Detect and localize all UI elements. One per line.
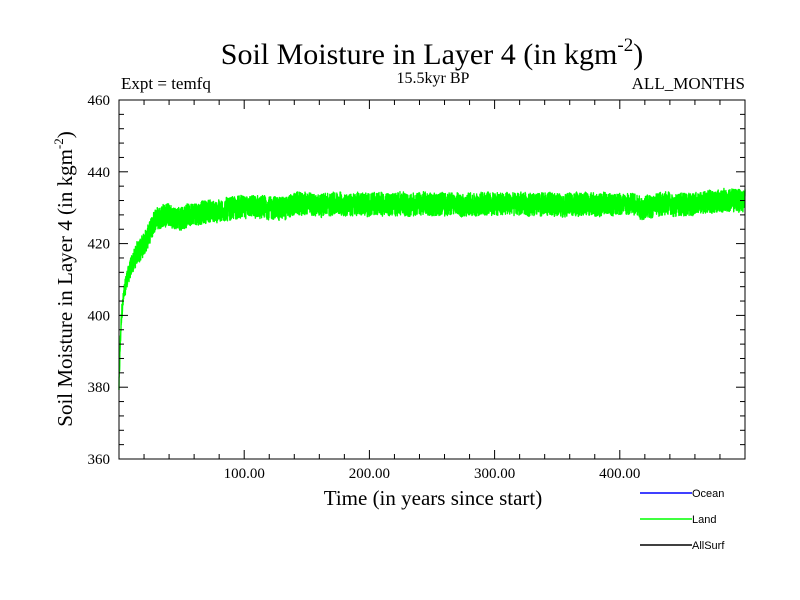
y-tick-label: 380 [88,380,111,396]
x-tick-label: 200.00 [349,466,390,482]
chart-title: Soil Moisture in Layer 4 (in kgm-2) [221,35,643,71]
experiment-label: Expt = temfq [121,74,211,93]
period-label: 15.5kyr BP [397,70,470,87]
y-tick-label: 360 [88,452,111,468]
axis-ticks: 100.00 200.00 300.00 400.00 360 380 400 420 440 4… [88,93,745,482]
series-line-land [118,187,746,390]
plot-frame [118,99,746,460]
x-tick-label: 100.00 [224,466,265,482]
x-tick-label: 400.00 [599,466,640,482]
y-tick-label: 460 [88,93,111,109]
months-label: ALL_MONTHS [632,74,745,93]
y-tick-label: 420 [88,237,111,253]
legend: Ocean Land AllSurf [640,488,725,552]
legend-label-land: Land [692,514,716,526]
x-tick-label: 300.00 [474,466,515,482]
x-axis-label: Time (in years since start) [324,486,543,510]
y-tick-label: 400 [88,308,111,324]
y-axis-label: Soil Moisture in Layer 4 (in kgm-2) [51,131,77,426]
series-layer [118,187,746,390]
legend-label-ocean: Ocean [692,488,724,500]
legend-label-allsurf: AllSurf [692,540,725,552]
y-tick-label: 440 [88,165,111,181]
